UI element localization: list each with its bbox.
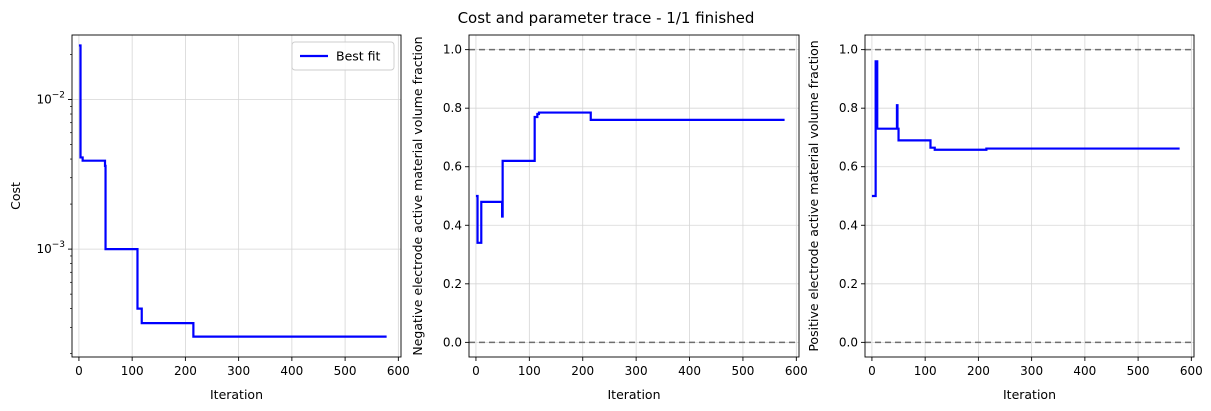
y-tick-label: 0.2: [443, 277, 462, 291]
x-tick-label: 500: [1127, 364, 1150, 378]
x-tick-label: 600: [785, 364, 808, 378]
x-tick-label: 400: [678, 364, 701, 378]
y-tick-label: 1.0: [839, 43, 858, 57]
y-tick-label: 0.0: [443, 335, 462, 349]
axes-frame: [71, 34, 402, 358]
x-tick-label: 200: [967, 364, 990, 378]
negative-electrode-axes: 0 100 200 300 400 500 600 0.0 0.2 0.4 0.6 0.8 1.0 Ite…: [410, 34, 808, 402]
y-tick-label: 0.0: [839, 335, 858, 349]
y-tick-label: 10−2: [36, 91, 65, 107]
x-tick-label: 0: [868, 364, 876, 378]
legend-box: [291, 41, 395, 71]
x-tick-label: 400: [280, 364, 303, 378]
axes-frame: [864, 34, 1195, 358]
x-axis-label: Iteration: [607, 387, 660, 402]
cost-axes: 0 100 200 300 400 500 600 10−3 10−2 Iteration Cost…: [8, 34, 410, 402]
y-tick-label: 0.6: [839, 160, 858, 174]
x-tick-label: 300: [227, 364, 250, 378]
x-tick-label: 600: [387, 364, 410, 378]
y-tick-label: 0.8: [443, 101, 462, 115]
x-tick-label: 600: [1180, 364, 1203, 378]
x-tick-label: 300: [1020, 364, 1043, 378]
y-tick-label: 0.8: [839, 101, 858, 115]
series-line: [475, 111, 785, 244]
y-axis-label: Cost: [8, 182, 23, 210]
y-tick-label: 0.4: [443, 218, 462, 232]
x-axis-label: Iteration: [210, 387, 263, 402]
series-line: [871, 60, 1180, 198]
x-tick-label: 100: [914, 364, 937, 378]
x-axis-label: Iteration: [1003, 387, 1056, 402]
positive-electrode-axes: 0 100 200 300 400 500 600 0.0 0.2 0.4 0.6 0.8 1.0 Ite…: [806, 34, 1203, 402]
axes-frame: [468, 34, 800, 358]
x-tick-label: 200: [174, 364, 197, 378]
y-tick-label: 10−3: [36, 240, 65, 256]
x-tick-label: 500: [731, 364, 754, 378]
y-axis-label: Positive electrode active material volum…: [806, 40, 821, 351]
x-tick-label: 300: [625, 364, 648, 378]
y-tick-label: 0.4: [839, 218, 858, 232]
series-line: [78, 44, 387, 338]
x-tick-label: 500: [334, 364, 357, 378]
x-tick-label: 100: [121, 364, 144, 378]
legend-label: Best fit: [336, 49, 381, 64]
x-tick-label: 0: [75, 364, 83, 378]
x-tick-label: 0: [472, 364, 480, 378]
x-tick-label: 400: [1073, 364, 1096, 378]
figure-title: Cost and parameter trace - 1/1 finished: [458, 9, 755, 27]
x-tick-label: 200: [571, 364, 594, 378]
y-tick-label: 1.0: [443, 43, 462, 57]
y-axis-label: Negative electrode active material volum…: [410, 36, 425, 355]
y-tick-label: 0.6: [443, 160, 462, 174]
y-tick-label: 0.2: [839, 277, 858, 291]
x-tick-label: 100: [518, 364, 541, 378]
